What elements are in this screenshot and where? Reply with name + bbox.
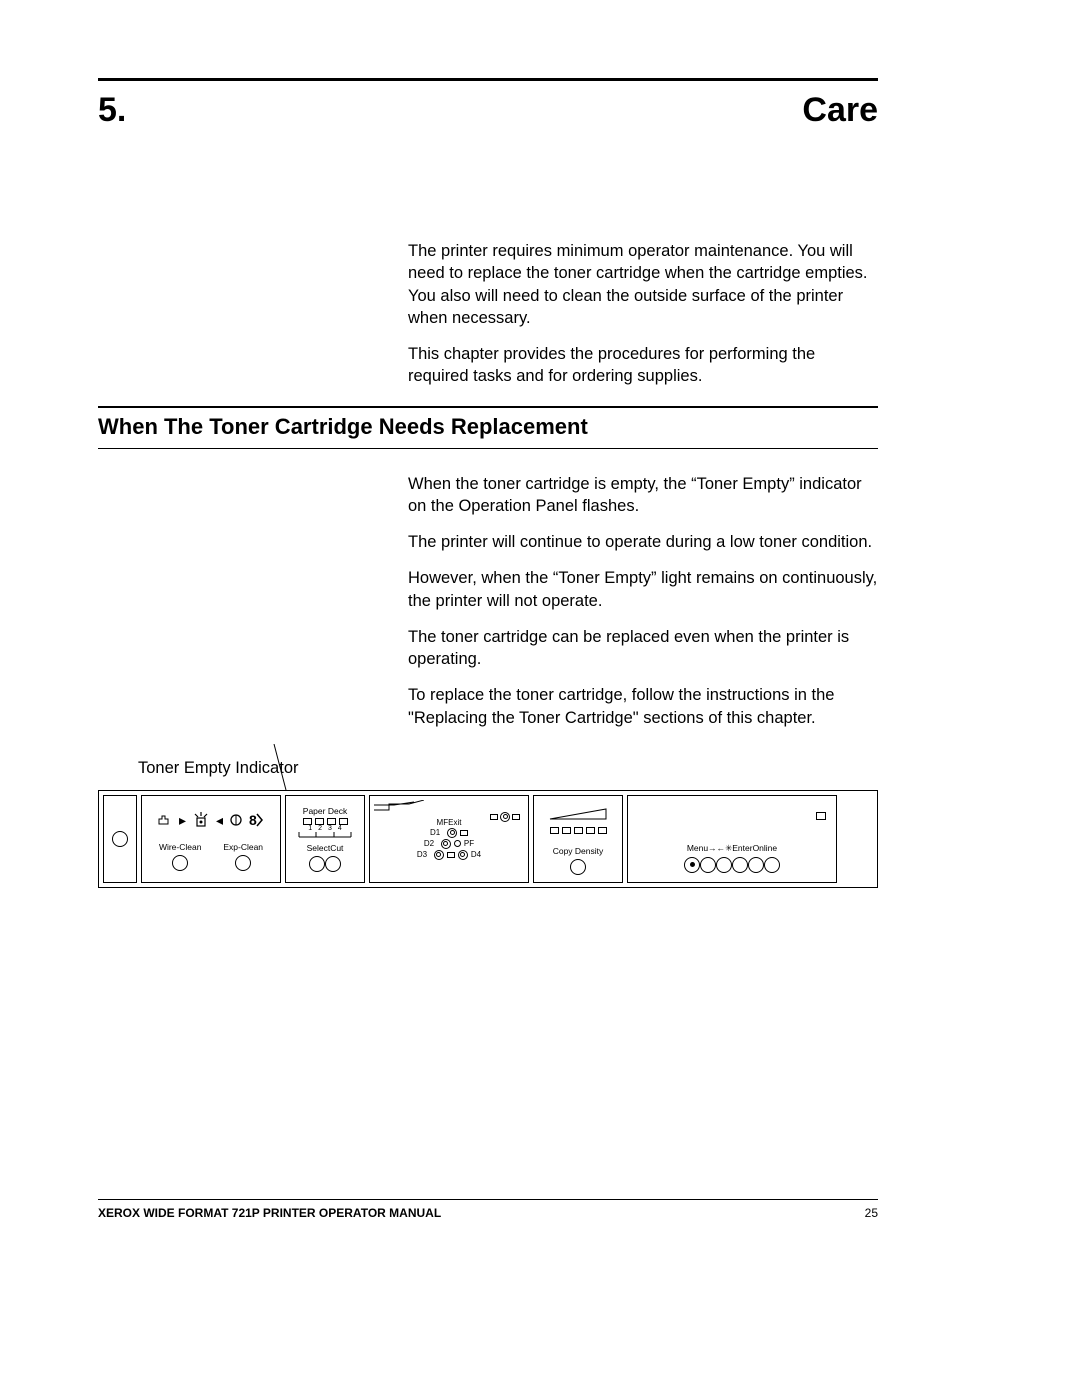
panel-menu-section: Menu → ← ✳ Enter Online	[627, 795, 837, 883]
cut-label: Cut	[330, 843, 343, 853]
d4-label: D4	[471, 850, 481, 859]
density-box	[598, 827, 607, 834]
path-box-icon	[447, 852, 455, 858]
menu-button	[684, 857, 700, 873]
exit-box-icon	[490, 814, 498, 820]
d-circle-icon	[441, 839, 451, 849]
body-p2: The printer will continue to operate dur…	[408, 531, 878, 553]
footer-manual-title: XEROX WIDE FORMAT 721P PRINTER OPERATOR …	[98, 1206, 441, 1220]
density-box	[574, 827, 583, 834]
exp-clean-button	[235, 855, 251, 871]
toner-empty-icon	[192, 811, 210, 829]
panel-density-section: Copy Density	[533, 795, 623, 883]
jam-icon: 8	[249, 812, 265, 828]
online-box-icon	[816, 812, 826, 820]
d3-label: D3	[417, 850, 431, 859]
density-button	[570, 859, 586, 875]
select-button	[309, 856, 325, 872]
panel-power-section	[103, 795, 137, 883]
density-wedge-icon	[548, 807, 608, 821]
select-label: Select	[307, 843, 331, 853]
density-box	[562, 827, 571, 834]
deck-num: 4	[338, 825, 342, 832]
exit-box-icon	[512, 814, 520, 820]
deck-box	[327, 818, 336, 825]
pf-circle-icon	[454, 840, 461, 847]
path-box-icon	[460, 830, 468, 836]
paper-deck-label: Paper Deck	[303, 806, 347, 816]
wire-clean-button	[172, 855, 188, 871]
power-circle-icon	[112, 831, 128, 847]
enter-button	[748, 857, 764, 873]
copy-density-label: Copy Density	[553, 846, 604, 856]
online-label: Online	[753, 843, 778, 854]
section-heading: When The Toner Cartridge Needs Replaceme…	[98, 406, 878, 449]
chapter-title: Care	[802, 91, 878, 130]
indicator-label: Toner Empty Indicator	[138, 759, 878, 778]
triangle-icon: ▸	[179, 812, 186, 829]
wire-clean-label: Wire-Clean	[159, 842, 202, 852]
indicator-icons-row: ▸ ◂ 8	[157, 806, 265, 834]
body-p1: When the toner cartridge is empty, the “…	[408, 473, 878, 518]
star-button	[732, 857, 748, 873]
density-box	[586, 827, 595, 834]
density-box	[550, 827, 559, 834]
exit-circle-icon	[500, 812, 510, 822]
intro-p1: The printer requires minimum operator ma…	[408, 240, 878, 329]
deck-tick-icon	[295, 832, 355, 838]
d2-label: D2	[424, 839, 438, 848]
d-circle-icon	[458, 850, 468, 860]
footer-page-number: 25	[865, 1206, 878, 1220]
deck-box	[303, 818, 312, 825]
body-p5: To replace the toner cartridge, follow t…	[408, 684, 878, 729]
deck-num: 2	[318, 825, 322, 832]
deck-num: 1	[308, 825, 312, 832]
panel-indicators-section: ▸ ◂ 8 Wire-Clean Exp-Clean	[141, 795, 281, 883]
enter-label: Enter	[732, 843, 752, 854]
mf-label: MF	[437, 818, 449, 827]
chapter-header: 5. Care	[98, 78, 878, 130]
triangle-icon-2: ◂	[216, 812, 223, 829]
pointer-line-icon	[272, 744, 292, 790]
body-p4: The toner cartridge can be replaced even…	[408, 626, 878, 671]
panel-paper-deck-section: Paper Deck 1 2 3 4 Select Cut	[285, 795, 365, 883]
star-icon: ✳	[725, 843, 732, 854]
path-line-icon	[374, 800, 394, 810]
exp-clean-label: Exp-Clean	[223, 842, 263, 852]
chapter-number: 5.	[98, 91, 126, 130]
d-circle-icon	[434, 850, 444, 860]
left-button	[716, 857, 732, 873]
d1-label: D1	[430, 828, 444, 837]
menu-label: Menu	[687, 843, 708, 854]
right-button	[700, 857, 716, 873]
pf-label: PF	[464, 839, 474, 848]
svg-text:8: 8	[249, 812, 257, 828]
cut-button	[325, 856, 341, 872]
online-button	[764, 857, 780, 873]
body-p3: However, when the “Toner Empty” light re…	[408, 567, 878, 612]
page-footer: XEROX WIDE FORMAT 721P PRINTER OPERATOR …	[98, 1199, 878, 1220]
arrow-left-icon: ←	[717, 843, 726, 854]
deck-box	[339, 818, 348, 825]
deck-num: 3	[328, 825, 332, 832]
deck-box	[315, 818, 324, 825]
panel-paper-path-section: MF Exit D1 D2 PF D3	[369, 795, 529, 883]
d-circle-icon	[447, 828, 457, 838]
hand-icon	[157, 812, 173, 828]
intro-p2: This chapter provides the procedures for…	[408, 343, 878, 388]
arrow-right-icon: →	[708, 843, 717, 854]
drum-icon	[229, 813, 243, 827]
exit-label: Exit	[448, 818, 461, 827]
operation-panel: ▸ ◂ 8 Wire-Clean Exp-Clean	[98, 790, 878, 888]
